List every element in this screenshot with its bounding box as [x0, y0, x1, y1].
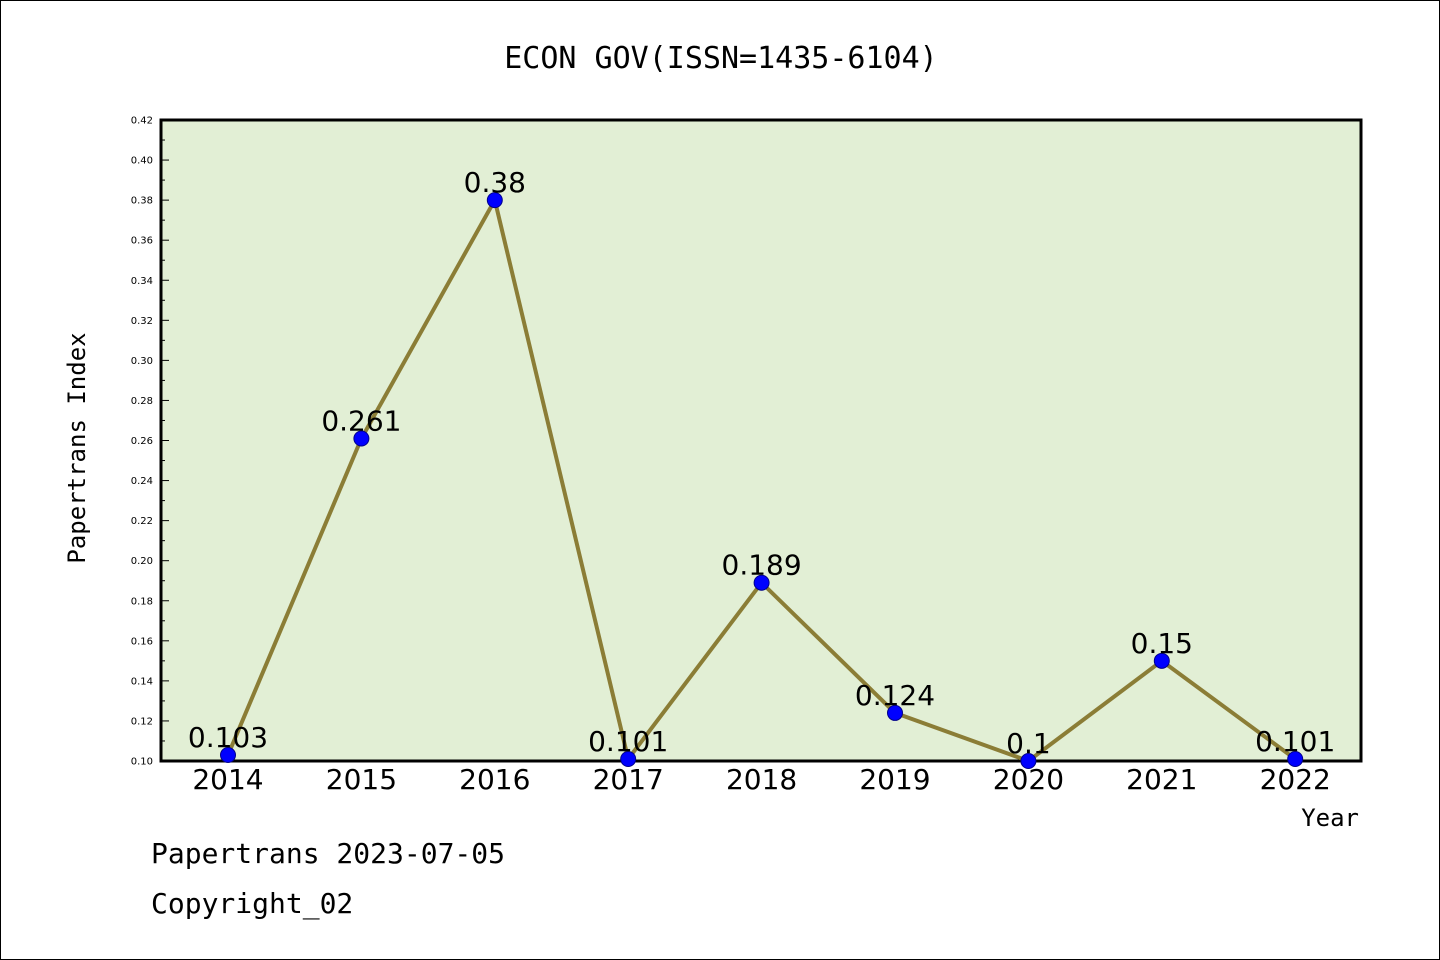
x-tick-label: 2016: [459, 763, 530, 796]
data-points: [220, 192, 1304, 769]
y-tick-label: 0.18: [131, 596, 153, 607]
x-tick-label: 2021: [1126, 763, 1197, 796]
plot-area: [159, 118, 1363, 763]
data-label: 0.101: [1255, 725, 1335, 758]
x-tick-label: 2019: [859, 763, 930, 796]
data-point: [486, 192, 503, 209]
y-tick-label: 0.12: [131, 716, 153, 727]
data-point: [1287, 750, 1304, 767]
x-tick-label: 2015: [326, 763, 397, 796]
y-tick-label: 0.24: [131, 476, 153, 487]
data-label: 0.1: [1006, 727, 1051, 760]
y-tick-label: 0.30: [131, 356, 153, 367]
y-axis-label: Papertrans Index: [63, 332, 91, 563]
y-axis: 0.10 0.12 0.14 0.16 0.18 0.20 0.22 0.24 0.26 0.28…: [131, 116, 169, 768]
y-tick-label: 0.42: [131, 116, 153, 127]
data-point: [1153, 652, 1170, 669]
y-tick-label: 0.28: [131, 396, 153, 407]
y-tick-label: 0.26: [131, 436, 153, 447]
data-labels: 0.103 0.261 0.38 0.101 0.189 0.124 0.1 0.15 0.10…: [188, 166, 1335, 760]
data-label: 0.101: [588, 725, 668, 758]
y-tick-label: 0.36: [131, 236, 153, 247]
y-tick-label: 0.20: [131, 556, 153, 567]
y-tick-label: 0.40: [131, 156, 153, 167]
data-point: [220, 746, 236, 763]
x-axis-label: Year: [1301, 804, 1359, 832]
x-tick-label: 2017: [593, 763, 664, 796]
data-label: 0.261: [321, 404, 401, 437]
y-tick-label: 0.10: [131, 757, 153, 768]
y-tick-label: 0.34: [131, 276, 153, 287]
data-point: [887, 704, 903, 721]
x-axis: 2014 2015 2016 2017 2018 2019 2020 2021 2022: [192, 763, 1330, 796]
data-label: 0.189: [722, 549, 802, 582]
data-label: 0.103: [188, 721, 268, 754]
data-label: 0.124: [855, 679, 935, 712]
data-label: 0.15: [1131, 627, 1193, 660]
y-tick-label: 0.32: [131, 316, 153, 327]
footer-copyright: Copyright_02: [151, 887, 353, 921]
data-label: 0.38: [464, 166, 526, 199]
y-tick-label: 0.16: [131, 636, 153, 647]
footer-date: Papertrans 2023-07-05: [151, 837, 505, 870]
y-tick-label: 0.38: [131, 196, 153, 207]
data-point: [353, 430, 370, 447]
y-tick-label: 0.22: [131, 516, 153, 527]
chart-title: ECON GOV(ISSN=1435-6104): [504, 41, 937, 76]
x-tick-label: 2022: [1260, 763, 1331, 796]
data-point: [620, 750, 637, 767]
data-point: [1020, 753, 1037, 769]
x-tick-label: 2014: [192, 763, 263, 796]
data-point: [753, 574, 770, 591]
x-tick-label: 2018: [726, 763, 797, 796]
y-tick-label: 0.14: [131, 676, 153, 687]
